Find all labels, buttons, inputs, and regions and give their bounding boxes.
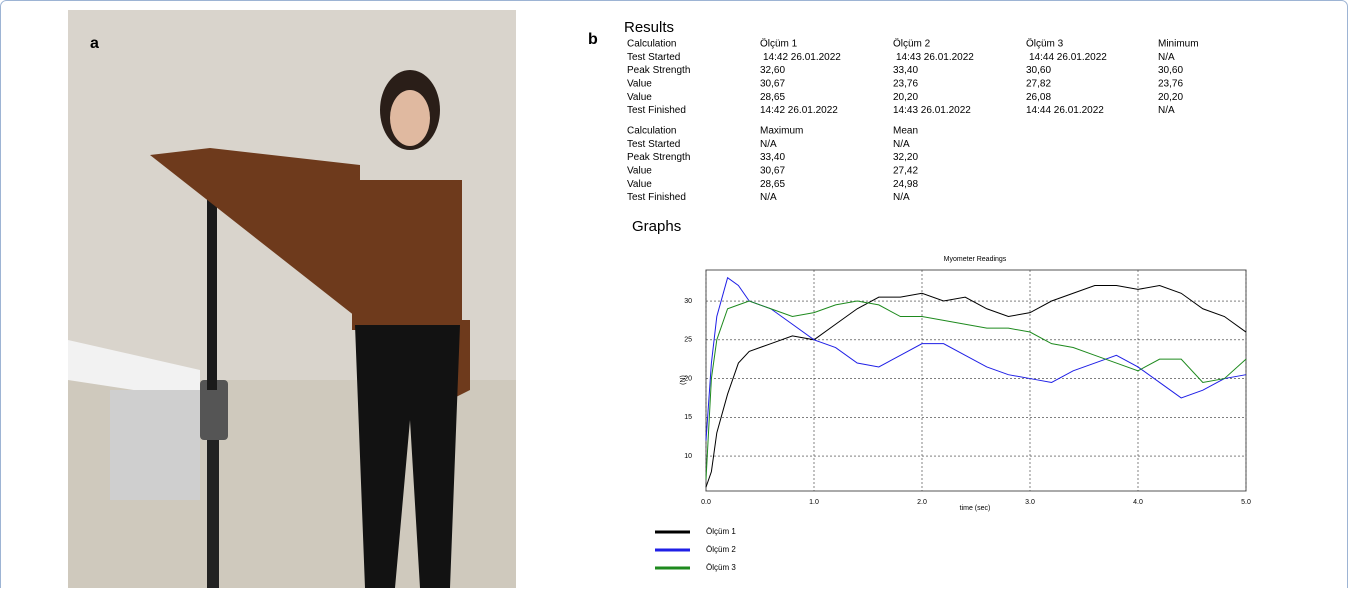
table-cell: Ölçüm 2 [893,38,931,50]
section-title: Graphs [632,218,681,235]
table-cell: 30,60 [1026,65,1051,76]
table-cell: 30,67 [760,79,785,90]
table-cell: 24,98 [893,179,918,190]
table-cell: 14:42 26.01.2022 [763,52,841,63]
table-cell: Value [627,166,652,177]
table-cell: 23,76 [893,79,918,90]
x-tick-label: 1.0 [809,499,819,506]
panel-label: b [588,31,598,48]
table-cell: 14:43 26.01.2022 [893,105,971,116]
y-tick-label: 30 [684,298,692,305]
table-cell: 26,08 [1026,92,1051,103]
table-cell: N/A [893,192,910,203]
x-tick-label: 2.0 [917,499,927,506]
table-cell: 28,65 [760,92,785,103]
table-cell: N/A [760,192,777,203]
panel-label: a [90,35,99,52]
x-axis-label: time (sec) [960,505,991,512]
y-tick-label: 25 [684,337,692,344]
section-title: Results [624,19,674,36]
x-tick-label: 0.0 [701,499,711,506]
table-cell: Ölçüm 1 [760,38,798,50]
table-cell: Value [627,92,652,103]
table-cell: N/A [760,139,777,150]
table-cell: 30,67 [760,166,785,177]
table-cell: 32,60 [760,65,785,76]
data-line [705,284,1247,488]
table-cell: 33,40 [760,152,785,163]
table-cell: Calculation [627,39,676,50]
chart-title: Myometer Readings [944,256,1007,263]
table-cell: Test Finished [627,192,686,203]
legend-label: Ölçüm 3 [706,563,736,572]
table-cell: 30,60 [1158,65,1183,76]
y-tick-label: 20 [684,375,692,382]
table-cell: 20,20 [893,92,918,103]
table-cell: 27,82 [1026,79,1051,90]
data-line [705,276,1247,441]
table-cell: 20,20 [1158,92,1183,103]
plot-area [705,269,1247,492]
table-cell: Value [627,179,652,190]
table-cell: 27,42 [893,166,918,177]
x-tick-label: 5.0 [1241,499,1251,506]
y-axis-label: (N) [680,375,687,385]
table-cell: Ölçüm 3 [1026,38,1064,50]
x-tick-label: 4.0 [1133,499,1143,506]
table-cell: Value [627,79,652,90]
table-cell: N/A [1158,105,1175,116]
table-cell: Test Finished [627,105,686,116]
legend-label: Ölçüm 2 [706,545,736,554]
legend-label: Ölçüm 1 [706,527,736,536]
table-cell: 23,76 [1158,79,1183,90]
table-cell: Calculation [627,126,676,137]
table-cell: 28,65 [760,179,785,190]
table-cell: Mean [893,126,918,137]
table-cell: 14:43 26.01.2022 [896,52,974,63]
table-cell: Minimum [1158,39,1199,50]
table-cell: Test Started [627,52,680,63]
table-cell: Peak Strength [627,65,690,76]
table-cell: Maximum [760,126,803,137]
table-cell: 14:44 26.01.2022 [1026,105,1104,116]
table-cell: 32,20 [893,152,918,163]
table-cell: N/A [1158,52,1175,63]
table-cell: 33,40 [893,65,918,76]
table-cell: 14:42 26.01.2022 [760,105,838,116]
table-cell: N/A [893,139,910,150]
table-cell: 14:44 26.01.2022 [1029,52,1107,63]
y-tick-label: 10 [684,453,692,460]
y-tick-label: 15 [684,414,692,421]
table-cell: Test Started [627,139,680,150]
x-tick-label: 3.0 [1025,499,1035,506]
table-cell: Peak Strength [627,152,690,163]
data-line [705,300,1247,480]
photo [68,10,516,588]
